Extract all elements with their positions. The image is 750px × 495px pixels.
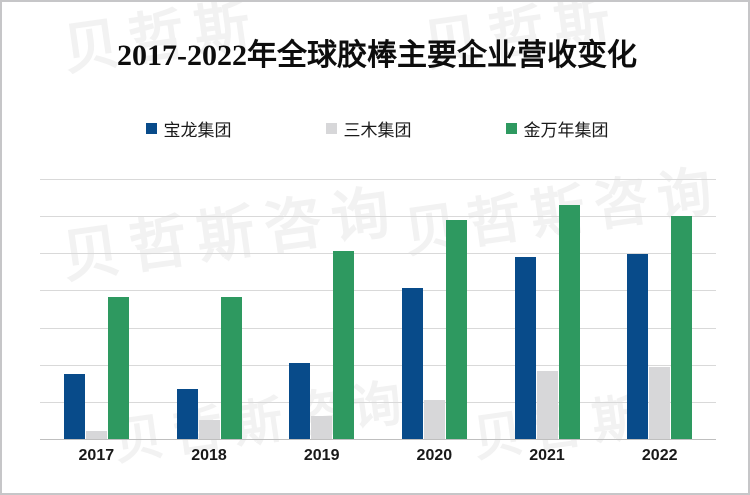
bar-group [153, 179, 266, 439]
bar-set [153, 179, 266, 439]
chart-title: 2017-2022年全球胶棒主要企业营收变化 [117, 39, 637, 72]
bar[interactable] [649, 366, 671, 439]
bar[interactable] [536, 370, 558, 439]
bar[interactable] [333, 250, 355, 439]
bar-set [491, 179, 604, 439]
bar[interactable] [311, 416, 333, 439]
x-axis-label: 2018 [191, 447, 227, 464]
bar-set [40, 179, 153, 439]
legend-item-jinwannian[interactable]: 金万年集团 [505, 116, 609, 141]
bar-group [603, 179, 716, 439]
bar[interactable] [289, 362, 311, 439]
bar[interactable] [558, 205, 580, 439]
bar[interactable] [423, 400, 445, 439]
gridline [40, 401, 716, 403]
x-axis-label: 2020 [416, 447, 453, 464]
bar[interactable] [627, 253, 649, 439]
plot-area [40, 179, 716, 440]
bar[interactable] [63, 374, 85, 439]
legend-swatch-icon [145, 123, 157, 134]
bar-set [603, 179, 716, 439]
legend-item-sanmu[interactable]: 三木集团 [325, 116, 412, 141]
legend-label: 金万年集团 [523, 121, 609, 140]
bar[interactable] [220, 297, 242, 439]
legend-swatch-icon [505, 123, 517, 134]
gridline [40, 179, 716, 180]
legend-label: 宝龙集团 [163, 121, 232, 140]
gridline [40, 364, 716, 366]
x-axis-label: 2019 [303, 447, 340, 464]
bar-group [491, 179, 604, 439]
bar-groups [40, 179, 716, 439]
gridline [40, 327, 716, 329]
gridline [40, 216, 716, 218]
bar[interactable] [176, 388, 198, 439]
bar[interactable] [514, 257, 536, 439]
legend-swatch-icon [325, 123, 337, 134]
bar-set [265, 179, 378, 439]
gridline [40, 290, 716, 292]
bar-group [265, 179, 378, 439]
bar[interactable] [445, 220, 467, 439]
bar-group [40, 179, 153, 439]
x-axis-line [40, 439, 716, 440]
legend-label: 三木集团 [343, 121, 412, 140]
bar[interactable] [85, 431, 107, 439]
bar-group [378, 179, 491, 439]
chart-legend: 宝龙集团 三木集团 金万年集团 [2, 116, 748, 141]
x-axis-label: 2021 [529, 447, 565, 464]
bar[interactable] [198, 419, 220, 439]
x-axis-label: 2017 [78, 447, 115, 464]
x-axis-label: 2022 [641, 447, 678, 464]
x-axis-labels: 2017 2018 2019 2020 2021 2022 [40, 447, 716, 465]
bar[interactable] [107, 297, 129, 439]
bar[interactable] [401, 287, 423, 439]
bar-set [378, 179, 491, 439]
bar[interactable] [671, 216, 693, 439]
gridline [40, 253, 716, 255]
legend-item-baolong[interactable]: 宝龙集团 [145, 116, 232, 141]
